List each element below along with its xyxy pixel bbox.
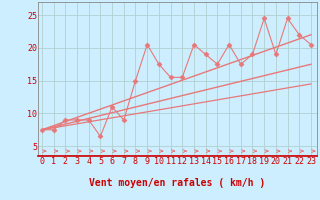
X-axis label: Vent moyen/en rafales ( km/h ): Vent moyen/en rafales ( km/h )	[90, 178, 266, 188]
